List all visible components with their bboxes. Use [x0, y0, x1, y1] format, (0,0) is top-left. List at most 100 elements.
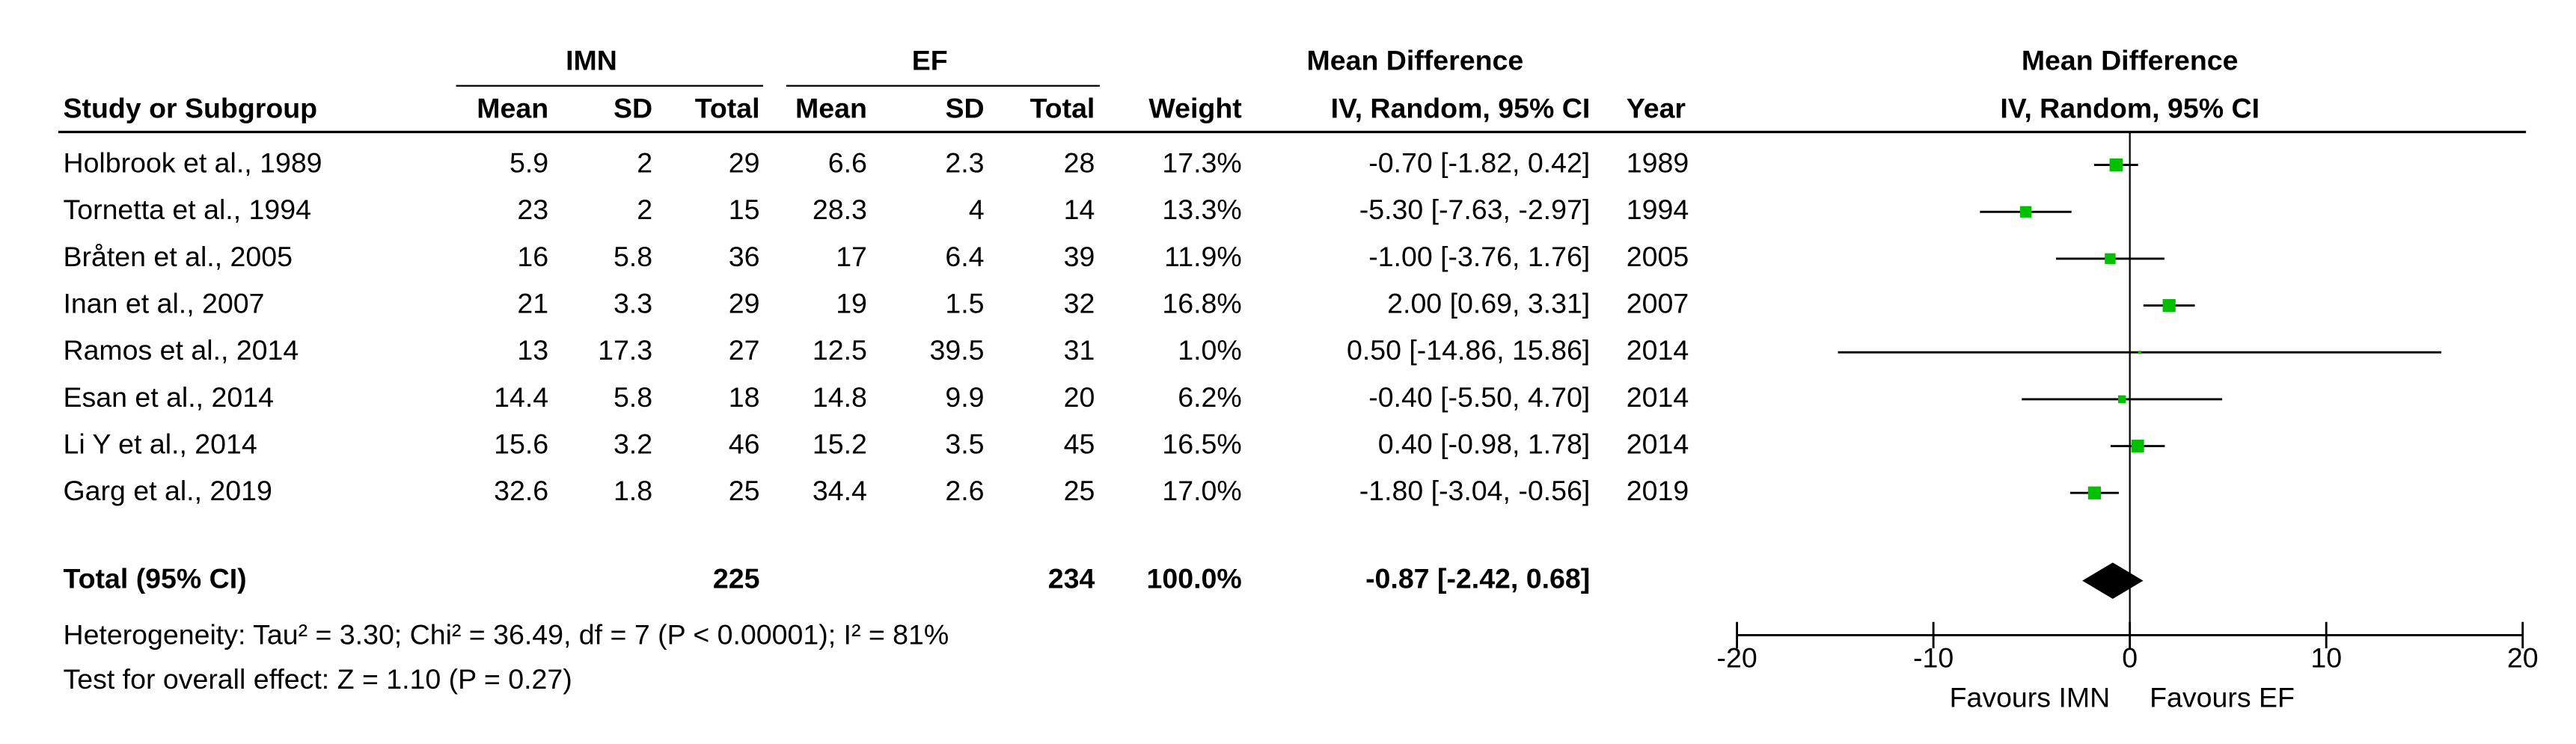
table-cell: 2014 [1627, 334, 1689, 366]
table-cell: 11.9% [1164, 241, 1242, 272]
table-cell: 16.5% [1162, 428, 1241, 459]
table-cell: 20 [1064, 381, 1095, 413]
table-cell: 2 [637, 194, 652, 225]
table-cell: 0.40 [-0.98, 1.78] [1378, 428, 1591, 459]
column-header: Total [695, 93, 760, 124]
table-cell: 2007 [1627, 287, 1689, 319]
group-header: EF [912, 45, 948, 76]
effect-square [2087, 486, 2102, 499]
study-name: Tornetta et al., 1994 [63, 194, 310, 225]
column-header: Total [1030, 93, 1095, 124]
table-cell: 15.6 [494, 428, 548, 459]
table-cell: 28.3 [813, 194, 867, 225]
table-cell: 15.2 [813, 428, 867, 459]
table-cell: 16 [517, 241, 548, 272]
favours-left: Favours IMN [1950, 681, 2111, 713]
table-cell: 3.2 [614, 428, 652, 459]
table-cell: -1.00 [-3.76, 1.76] [1368, 241, 1590, 272]
table-cell: 2005 [1627, 241, 1689, 272]
effect-square [2138, 351, 2141, 354]
table-cell: 27 [729, 334, 760, 366]
overall-effect: Test for overall effect: Z = 1.10 (P = 0… [63, 663, 572, 695]
table-cell: 21 [517, 287, 548, 319]
table-cell: 0.50 [-14.86, 15.86] [1347, 334, 1590, 366]
table-cell: 2019 [1627, 475, 1689, 506]
column-header: IV, Random, 95% CI [1331, 93, 1591, 124]
plot-subtitle: IV, Random, 95% CI [2000, 93, 2260, 124]
effect-square [2162, 298, 2176, 313]
table-cell: 45 [1064, 428, 1095, 459]
table-cell: 3.5 [945, 428, 984, 459]
table-cell: 6.4 [945, 241, 984, 272]
table-cell: 6.2% [1178, 381, 1241, 413]
column-header: Study or Subgroup [63, 93, 317, 124]
table-cell: 2.00 [0.69, 3.31] [1387, 287, 1590, 319]
x-tick-label: -10 [1913, 642, 1954, 673]
table-cell: 14.4 [494, 381, 548, 413]
effect-square [2019, 206, 2032, 218]
table-cell: 28 [1064, 147, 1095, 179]
column-header: Mean [795, 93, 867, 124]
x-tick-label: -20 [1716, 642, 1757, 673]
table-cell: 1.5 [945, 287, 984, 319]
table-cell: 9.9 [945, 381, 984, 413]
total-cell: -0.87 [-2.42, 0.68] [1365, 562, 1590, 594]
favours-right: Favours EF [2150, 681, 2295, 713]
study-name: Esan et al., 2014 [63, 381, 273, 413]
table-cell: 2.6 [945, 475, 984, 506]
table-cell: 29 [729, 147, 760, 179]
table-cell: 29 [729, 287, 760, 319]
study-name: Inan et al., 2007 [63, 287, 264, 319]
table-cell: 6.6 [828, 147, 867, 179]
table-cell: 39 [1064, 241, 1095, 272]
table-cell: 1.0% [1178, 334, 1241, 366]
table-cell: -5.30 [-7.63, -2.97] [1359, 194, 1591, 225]
table-cell: 17 [836, 241, 867, 272]
table-cell: 3.3 [614, 287, 652, 319]
total-cell: 100.0% [1147, 562, 1242, 594]
table-cell: 17.3% [1162, 147, 1241, 179]
table-cell: 1994 [1627, 194, 1689, 225]
heterogeneity: Heterogeneity: Tau² = 3.30; Chi² = 36.49… [63, 619, 949, 651]
total-cell: 225 [713, 562, 760, 594]
table-cell: 13 [517, 334, 548, 366]
table-cell: -0.70 [-1.82, 0.42] [1368, 147, 1590, 179]
table-cell: 16.8% [1162, 287, 1241, 319]
table-cell: 17.0% [1162, 475, 1241, 506]
table-cell: 32.6 [494, 475, 548, 506]
study-name: Holbrook et al., 1989 [63, 147, 322, 179]
study-name: Bråten et al., 2005 [63, 241, 292, 272]
table-cell: 2014 [1627, 381, 1689, 413]
table-cell: 23 [517, 194, 548, 225]
table-cell: 39.5 [930, 334, 985, 366]
study-name: Li Y et al., 2014 [63, 428, 257, 459]
effect-square [2109, 158, 2123, 172]
table-cell: 12.5 [813, 334, 867, 366]
table-cell: 2.3 [945, 147, 984, 179]
table-cell: 2 [637, 147, 652, 179]
group-header: IMN [566, 45, 617, 76]
table-cell: 17.3 [598, 334, 652, 366]
table-cell: 46 [729, 428, 760, 459]
table-cell: 25 [729, 475, 760, 506]
table-cell: 34.4 [813, 475, 867, 506]
table-cell: 36 [729, 241, 760, 272]
effect-square [2131, 440, 2144, 453]
table-cell: 2014 [1627, 428, 1689, 459]
table-cell: 1.8 [614, 475, 652, 506]
table-cell: 5.8 [614, 241, 652, 272]
table-cell: 19 [836, 287, 867, 319]
table-cell: -0.40 [-5.50, 4.70] [1368, 381, 1590, 413]
total-cell: Total (95% CI) [63, 562, 246, 594]
column-header: Year [1627, 93, 1686, 124]
x-tick-label: 20 [2507, 642, 2539, 673]
effect-square [2117, 395, 2126, 404]
table-cell: 25 [1064, 475, 1095, 506]
table-cell: 4 [969, 194, 985, 225]
table-cell: 1989 [1627, 147, 1689, 179]
column-header: SD [614, 93, 652, 124]
table-cell: 14.8 [813, 381, 867, 413]
study-name: Garg et al., 2019 [63, 475, 272, 506]
column-header: Weight [1148, 93, 1242, 124]
